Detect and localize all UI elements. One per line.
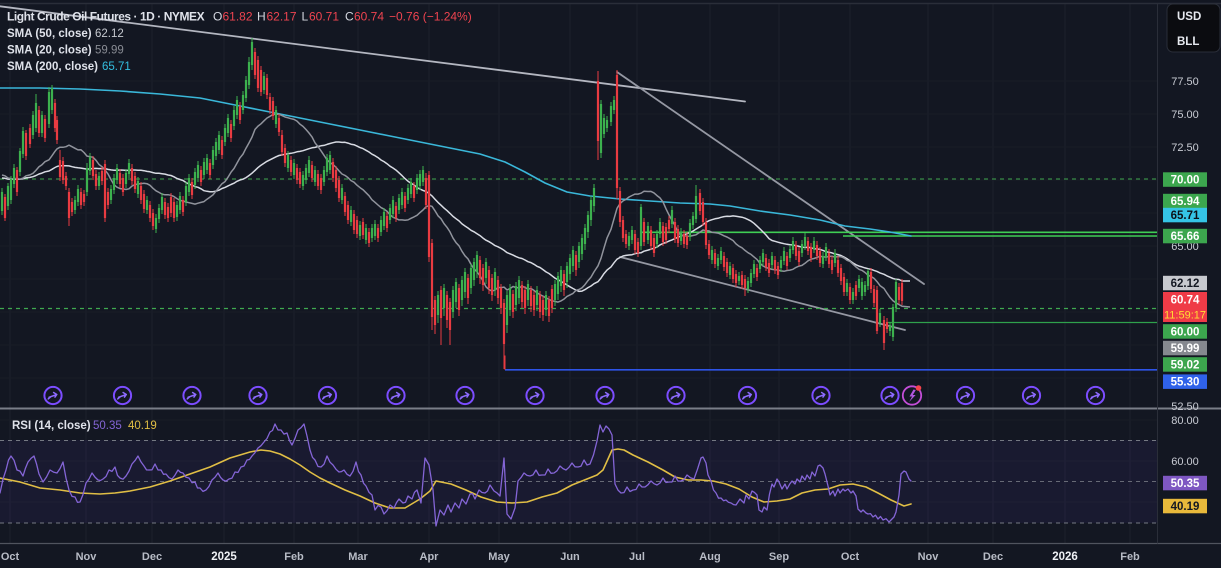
svg-text:11:59:17: 11:59:17 (1164, 310, 1206, 322)
svg-text:Feb: Feb (284, 551, 304, 563)
svg-text:USD: USD (1177, 11, 1201, 23)
svg-text:−0.76 (−1.24%): −0.76 (−1.24%) (389, 10, 472, 24)
svg-text:SMA (200, close): SMA (200, close) (7, 61, 98, 73)
svg-text:40.19: 40.19 (128, 420, 157, 432)
svg-text:Mar: Mar (348, 551, 368, 563)
svg-text:59.02: 59.02 (1171, 360, 1200, 372)
svg-text:60.71: 60.71 (309, 10, 339, 24)
svg-text:50.35: 50.35 (93, 420, 122, 432)
svg-text:L: L (302, 10, 309, 24)
svg-text:77.50: 77.50 (1171, 76, 1199, 88)
svg-text:40.19: 40.19 (1171, 501, 1200, 513)
svg-text:60.00: 60.00 (1171, 456, 1199, 468)
svg-text:65.00: 65.00 (1171, 241, 1199, 253)
svg-text:65.71: 65.71 (102, 61, 131, 73)
svg-text:Apr: Apr (420, 551, 440, 563)
svg-text:Jun: Jun (560, 551, 580, 563)
svg-text:65.71: 65.71 (1171, 210, 1200, 222)
svg-text:75.00: 75.00 (1171, 109, 1199, 121)
svg-text:59.99: 59.99 (95, 45, 124, 57)
svg-text:60.74: 60.74 (1171, 295, 1200, 307)
svg-text:Dec: Dec (142, 551, 162, 563)
svg-text:2025: 2025 (211, 551, 237, 563)
svg-text:Light Crude Oil Futures · 1D ·: Light Crude Oil Futures · 1D · NYMEX (7, 10, 205, 24)
svg-text:50.35: 50.35 (1171, 478, 1200, 490)
svg-text:BLL: BLL (1177, 36, 1199, 48)
svg-text:80.00: 80.00 (1171, 415, 1199, 427)
svg-text:Feb: Feb (1120, 551, 1140, 563)
svg-text:Dec: Dec (983, 551, 1003, 563)
svg-text:72.50: 72.50 (1171, 142, 1199, 154)
svg-text:SMA (20, close): SMA (20, close) (7, 45, 92, 57)
svg-text:Nov: Nov (918, 551, 940, 563)
svg-text:62.12: 62.12 (95, 28, 124, 40)
svg-text:60.00: 60.00 (1171, 327, 1200, 339)
svg-text:C: C (345, 10, 354, 24)
svg-text:Oct: Oct (841, 551, 860, 563)
svg-text:65.66: 65.66 (1171, 231, 1200, 243)
svg-text:61.82: 61.82 (223, 10, 253, 24)
svg-text:O: O (213, 10, 222, 24)
svg-text:62.12: 62.12 (1171, 278, 1200, 290)
svg-text:SMA (50, close): SMA (50, close) (7, 28, 92, 40)
svg-text:65.94: 65.94 (1171, 196, 1200, 208)
svg-text:May: May (488, 551, 510, 563)
svg-text:Aug: Aug (699, 551, 720, 563)
svg-text:H: H (257, 10, 266, 24)
svg-text:70.00: 70.00 (1171, 175, 1200, 187)
svg-text:Jul: Jul (629, 551, 645, 563)
svg-text:55.30: 55.30 (1171, 377, 1200, 389)
svg-text:60.74: 60.74 (354, 10, 384, 24)
svg-text:Nov: Nov (76, 551, 98, 563)
svg-text:52.50: 52.50 (1171, 401, 1199, 413)
svg-text:Sep: Sep (769, 551, 789, 563)
svg-text:59.99: 59.99 (1171, 343, 1200, 355)
svg-text:Oct: Oct (1, 551, 20, 563)
svg-text:2026: 2026 (1052, 551, 1078, 563)
svg-text:62.17: 62.17 (267, 10, 297, 24)
svg-text:RSI (14, close): RSI (14, close) (12, 420, 91, 432)
